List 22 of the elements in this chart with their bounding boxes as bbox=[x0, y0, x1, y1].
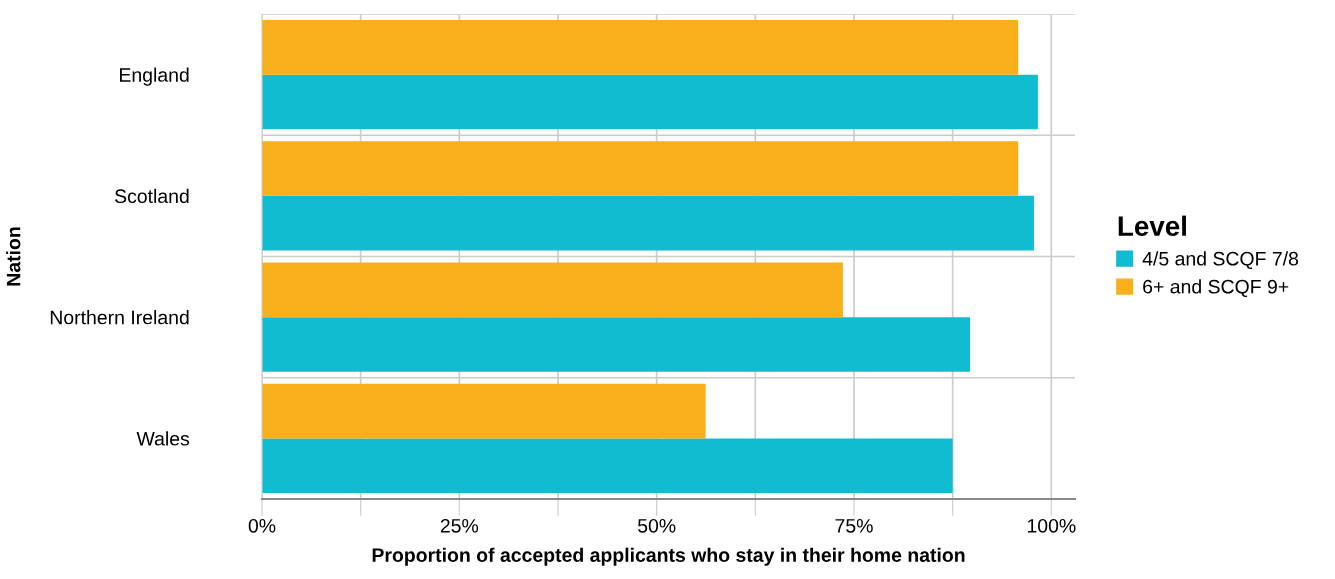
y-tick-label: Wales bbox=[136, 431, 190, 446]
x-tick-label: 50% bbox=[637, 518, 676, 533]
x-tick-label: 25% bbox=[440, 518, 479, 533]
x-axis-title: Proportion of accepted applicants who stay in their home nation bbox=[372, 547, 965, 566]
y-tick-label: Northern Ireland bbox=[50, 310, 189, 325]
x-tick-label: 100% bbox=[1027, 518, 1076, 533]
bar bbox=[262, 438, 953, 493]
y-axis-title: Nation bbox=[6, 227, 21, 286]
bar bbox=[262, 141, 1019, 196]
bar bbox=[262, 262, 843, 318]
x-tick-label: 75% bbox=[835, 519, 873, 533]
x-tick-label: 0% bbox=[248, 518, 276, 533]
y-tick-label: Scotland bbox=[115, 188, 189, 204]
legend-label: 6+ and SCQF 9+ bbox=[1143, 279, 1289, 298]
legend-title: Level bbox=[1118, 215, 1186, 237]
legend-label: 4/5 and SCQF 7/8 bbox=[1142, 251, 1299, 270]
bar bbox=[262, 74, 1038, 130]
bar bbox=[262, 20, 1019, 75]
y-tick-label: England bbox=[120, 67, 189, 86]
bar bbox=[262, 317, 971, 372]
bar bbox=[262, 383, 706, 439]
bar bbox=[262, 195, 1034, 251]
